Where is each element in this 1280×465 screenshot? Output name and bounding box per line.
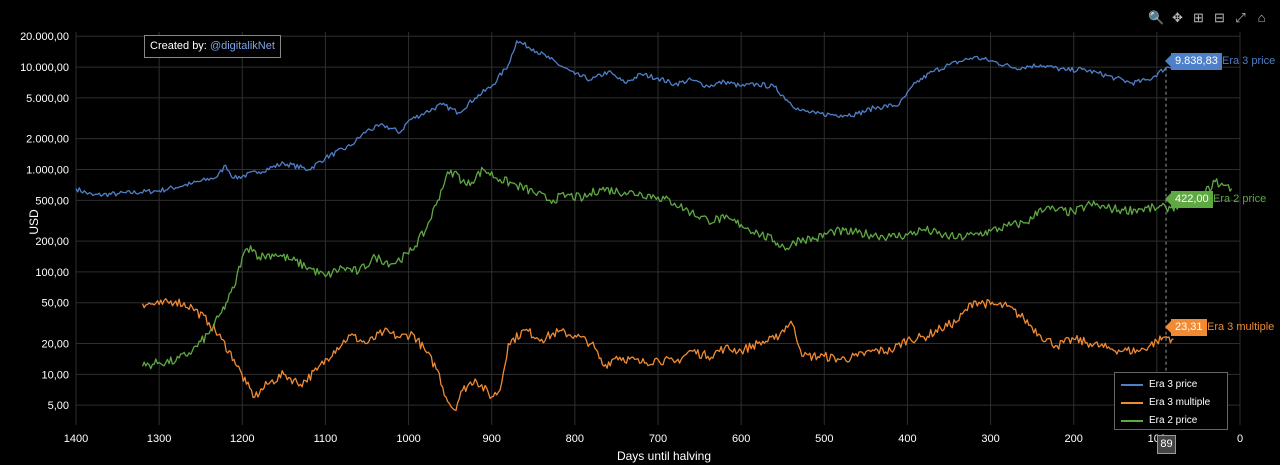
x-tick-label: 1200 [230,433,254,445]
zoom-in-icon[interactable]: ⊞ [1193,10,1204,25]
legend-label: Era 3 multiple [1149,397,1211,408]
y-tick-label: 200,00 [35,236,69,248]
x-tick-label: 600 [732,433,750,445]
era3-price-hover-name: Era 3 price [1222,55,1276,67]
y-tick-label: 50,00 [41,298,69,310]
x-tick-label: 300 [981,433,999,445]
chart-toolbar: 🔍 ✥ ⊞ ⊟ ⤢ ⌂ [1148,9,1270,26]
x-tick-label: 800 [566,433,584,445]
x-tick-label: 1300 [147,433,171,445]
era2-price-hover-name: Era 2 price [1213,193,1267,205]
era2-price-hover-label: 422,00 [1165,191,1213,208]
y-tick-label: 500,00 [35,195,69,207]
y-tick-label: 5,00 [48,400,69,412]
x-tick-label: 1000 [396,433,420,445]
autoscale-icon[interactable]: ⤢ [1235,10,1246,25]
x-tick-label: 0 [1237,433,1243,445]
y-tick-label: 10,00 [41,369,69,381]
series-line-era-3-multiple[interactable] [141,298,1174,412]
y-axis-title: USD [27,209,41,235]
x-tick-label: 400 [898,433,916,445]
x-tick-label: 500 [815,433,833,445]
y-tick-label: 100,00 [35,267,69,279]
legend[interactable]: Era 3 price Era 3 multiple Era 2 price [1114,372,1228,430]
legend-swatch [1121,420,1143,422]
series-line-era-2-price[interactable] [141,166,1233,370]
y-tick-label: 1.000,00 [26,164,69,176]
legend-item[interactable]: Era 2 price [1115,413,1227,429]
legend-item[interactable]: Era 3 multiple [1115,395,1227,411]
zoom-out-icon[interactable]: ⊟ [1214,10,1225,25]
legend-label: Era 2 price [1149,415,1198,426]
series-lines[interactable] [75,40,1233,412]
reset-axes-icon[interactable]: ⌂ [1257,10,1266,25]
era3-multiple-hover-name: Era 3 multiple [1207,321,1275,333]
legend-swatch [1121,384,1143,386]
x-tick-label: 700 [649,433,667,445]
pan-icon[interactable]: ✥ [1172,10,1183,25]
y-tick-label: 20.000,00 [20,31,69,43]
credit-prefix: Created by: [150,40,207,52]
era3-multiple-hover-label: 23,31 [1165,319,1207,336]
x-axis-ticks: 1400 1300 1200 1100 1000 900 800 700 600 500 400 30… [64,433,1243,445]
x-tick-label: 1100 [314,433,338,445]
series-line-era-3-price[interactable] [75,40,1174,198]
era3-price-hover-label: 9.838,83 [1165,53,1222,70]
x-tick-label: 900 [483,433,501,445]
y-axis-ticks: 5,00 10,00 20,00 50,00 100,00 200,00 500,00 1.0… [20,31,69,412]
y-tick-label: 2.000,00 [26,134,69,146]
legend-item[interactable]: Era 3 price [1115,377,1227,393]
legend-label: Era 3 price [1149,379,1198,390]
x-axis-title: Days until halving [617,449,711,463]
x-hover-label: 89 [1157,435,1176,454]
y-tick-label: 10.000,00 [20,62,69,74]
x-tick-label: 200 [1065,433,1083,445]
credit-handle[interactable]: @digitalikNet [209,40,275,52]
x-tick-label: 1400 [64,433,88,445]
y-tick-label: 5.000,00 [26,93,69,105]
grid [75,32,1241,425]
y-tick-label: 20,00 [41,338,69,350]
credit-annotation: Created by: @digitalikNet [144,35,281,58]
zoom-icon[interactable]: 🔍 [1148,10,1165,25]
legend-swatch [1121,402,1143,404]
